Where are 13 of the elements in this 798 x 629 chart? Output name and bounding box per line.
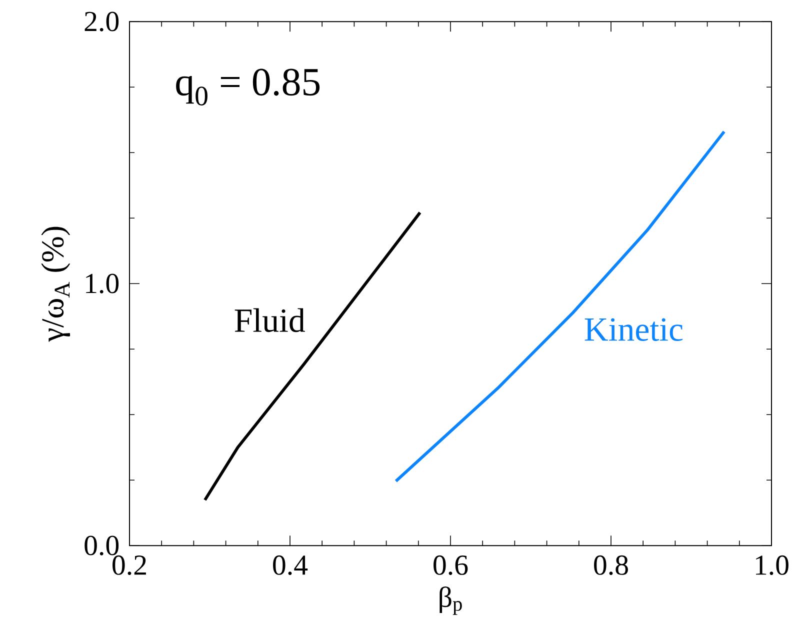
x-tick-label: 0.2 — [112, 555, 146, 576]
y-axis-title: γ/ω$_{A}$ (%) — [41, 226, 70, 342]
series-label: Kinetic — [584, 318, 683, 341]
x-axis-title: β$_{p}$ — [440, 586, 462, 615]
y-tick-label: 2.0 — [84, 12, 119, 32]
annotation: q$_{0}$ = 0.85 — [176, 68, 320, 106]
x-tick-label: 1.0 — [756, 555, 788, 576]
x-tick-label: 0.8 — [594, 555, 628, 576]
y-tick-label: 0.0 — [84, 536, 119, 556]
series-label: Fluid — [234, 308, 305, 332]
y-tick-label: 1.0 — [86, 274, 119, 294]
x-tick-label: 0.4 — [273, 555, 308, 576]
x-tick-label: 0.6 — [434, 555, 468, 576]
